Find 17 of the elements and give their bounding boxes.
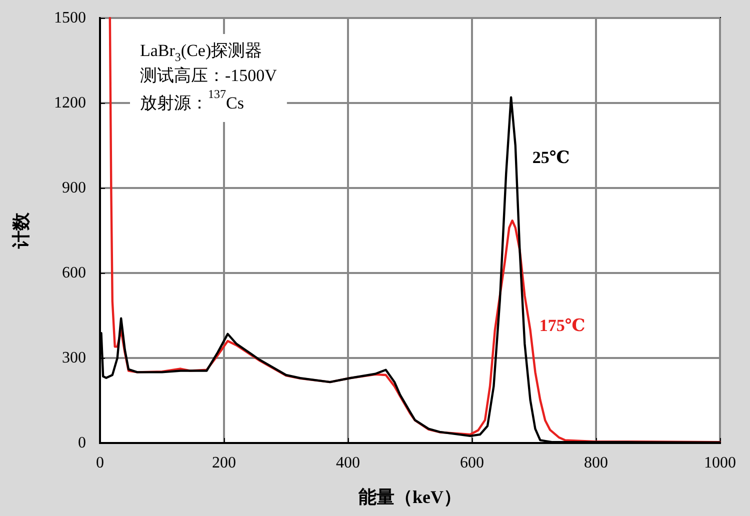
series-label: 175℃	[539, 316, 586, 336]
series-label: 25℃	[532, 148, 570, 167]
x-tick-label: 800	[584, 454, 608, 472]
y-tick-label: 0	[78, 434, 86, 452]
y-tick-label: 900	[62, 180, 86, 196]
y-tick-label: 600	[62, 264, 86, 282]
y-tick-label: 1500	[54, 10, 86, 26]
y-axis-title: 计数	[11, 212, 31, 250]
x-tick-label: 400	[336, 454, 360, 472]
x-tick-label: 1000	[704, 454, 736, 472]
annotation: 测试高压：-1500V	[140, 66, 278, 85]
y-tick-label: 300	[62, 350, 86, 366]
x-tick-label: 0	[96, 454, 104, 472]
x-axis-title: 能量（keV）	[358, 487, 462, 507]
y-tick-label: 1200	[54, 94, 86, 112]
x-tick-label: 200	[212, 454, 236, 472]
x-tick-label: 600	[460, 454, 484, 472]
